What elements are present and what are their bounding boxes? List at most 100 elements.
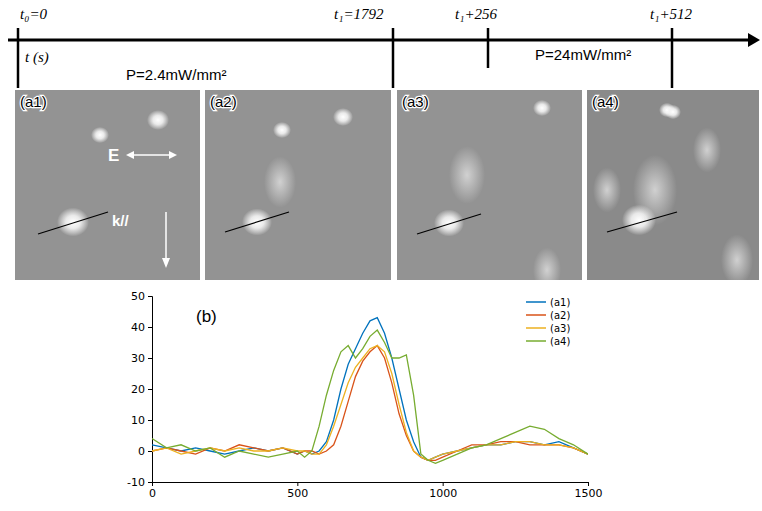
time-mark-label: t₁+256 bbox=[455, 6, 498, 22]
bright-spot bbox=[434, 210, 464, 237]
panel-label: (a3) bbox=[402, 93, 429, 110]
time-marker bbox=[392, 28, 395, 88]
legend-swatch bbox=[526, 327, 546, 329]
legend-label: (a4) bbox=[550, 336, 570, 347]
bright-spot bbox=[273, 122, 291, 138]
bright-spot bbox=[57, 208, 89, 237]
line-chart: 050010001500-1001020304050(b)(a1)(a2)(a3… bbox=[127, 290, 602, 500]
x-tick-label: 0 bbox=[149, 487, 156, 500]
image-panel: (a2) bbox=[205, 90, 391, 280]
y-tick-label: 10 bbox=[131, 414, 145, 427]
y-tick-mark bbox=[148, 327, 152, 328]
y-tick: 20 bbox=[131, 383, 152, 396]
panel-label: (a2) bbox=[210, 93, 237, 110]
diffuse-spot bbox=[533, 248, 561, 280]
series-line bbox=[152, 330, 588, 463]
time-mark-label: t₁+512 bbox=[650, 6, 693, 22]
x-tick-mark bbox=[297, 482, 298, 486]
y-tick-mark bbox=[148, 296, 152, 297]
x-tick: 0 bbox=[149, 482, 156, 500]
y-tick: 40 bbox=[131, 321, 152, 334]
legend-swatch bbox=[526, 314, 546, 316]
time-axis bbox=[8, 39, 752, 42]
image-panel: (a4) bbox=[587, 90, 759, 286]
figure: t₀=0 t₁=1792 t₁+256 t₁+512 t (s) P=2.4mW/mm² P… bbox=[0, 0, 762, 511]
y-tick-label: 40 bbox=[131, 321, 145, 334]
y-tick: 10 bbox=[131, 414, 152, 427]
profile-line bbox=[38, 212, 108, 234]
y-tick-mark bbox=[148, 482, 152, 483]
time-arrowhead bbox=[748, 33, 760, 47]
bright-spot bbox=[147, 110, 169, 130]
x-tick: 500 bbox=[287, 482, 308, 500]
image-panel: (a3) bbox=[397, 90, 582, 292]
x-axis-line bbox=[153, 483, 589, 487]
wavevector-arrowhead bbox=[162, 258, 170, 268]
panel-background bbox=[205, 90, 391, 280]
legend: (a1)(a2)(a3)(a4) bbox=[526, 297, 570, 347]
diffuse-spot bbox=[264, 156, 296, 207]
image-panel: (a1) bbox=[15, 90, 200, 280]
y-tick-label: 30 bbox=[131, 352, 145, 365]
profile-line bbox=[417, 214, 481, 234]
y-tick: 30 bbox=[131, 352, 152, 365]
x-tick: 1500 bbox=[575, 482, 603, 500]
legend-swatch bbox=[526, 340, 546, 342]
profile-line bbox=[607, 212, 677, 232]
y-tick-mark bbox=[148, 420, 152, 421]
panel-annotations: Ek// bbox=[108, 146, 177, 268]
x-tick-label: 1000 bbox=[429, 487, 457, 500]
x-tick-mark bbox=[443, 482, 444, 486]
power-label: P=24mW/mm² bbox=[535, 46, 631, 63]
y-tick: 0 bbox=[138, 445, 152, 458]
y-tick: -10 bbox=[127, 476, 152, 489]
panel-label: (a1) bbox=[20, 93, 47, 110]
diffuse-spot bbox=[721, 234, 753, 280]
y-axis-line bbox=[148, 297, 153, 483]
plot-lines bbox=[152, 318, 588, 464]
y-tick-mark bbox=[148, 389, 152, 390]
bright-spot bbox=[665, 105, 681, 119]
diffuse-spot bbox=[693, 128, 721, 173]
x-tick: 1000 bbox=[429, 482, 457, 500]
x-tick-label: 500 bbox=[287, 487, 308, 500]
x-tick-mark bbox=[588, 482, 589, 486]
y-tick-label: -10 bbox=[127, 476, 145, 489]
field-label: E bbox=[108, 146, 119, 165]
wavevector-label: k// bbox=[112, 212, 130, 229]
time-mark-label: t₀=0 bbox=[20, 6, 48, 22]
diffuse-spot bbox=[449, 146, 485, 204]
panel-background bbox=[15, 90, 200, 280]
series-line bbox=[152, 318, 588, 461]
field-arrowhead bbox=[126, 151, 177, 159]
x-axis: 0 500 1000 1500 bbox=[149, 482, 603, 500]
time-marker bbox=[487, 28, 490, 68]
y-tick: 50 bbox=[131, 290, 152, 303]
x-tick-label: 1500 bbox=[575, 487, 603, 500]
panel-label: (a4) bbox=[592, 93, 619, 110]
power-label: P=2.4mW/mm² bbox=[126, 66, 226, 83]
time-mark-label: t₁=1792 bbox=[334, 6, 384, 22]
bright-spot bbox=[533, 100, 551, 116]
time-marker bbox=[17, 28, 20, 88]
y-axis: -10 0 10 20 30 40 50 bbox=[127, 290, 152, 489]
series-line bbox=[152, 346, 588, 461]
y-tick-label: 50 bbox=[131, 290, 145, 303]
diffuse-spot bbox=[593, 168, 621, 213]
series-line bbox=[152, 346, 588, 461]
chart-panel-label: (b) bbox=[196, 307, 217, 326]
y-tick-label: 20 bbox=[131, 383, 145, 396]
bright-spot bbox=[333, 108, 353, 126]
wavevector-arrow bbox=[165, 212, 167, 262]
legend-swatch bbox=[526, 301, 546, 303]
legend-label: (a3) bbox=[550, 323, 570, 334]
diffuse-spot bbox=[633, 155, 677, 225]
y-tick-mark bbox=[148, 358, 152, 359]
legend-label: (a2) bbox=[550, 310, 570, 321]
bright-spot bbox=[91, 127, 109, 143]
y-tick-mark bbox=[148, 451, 152, 452]
time-axis-label: t (s) bbox=[25, 49, 49, 66]
y-tick-label: 0 bbox=[138, 445, 145, 458]
timeline: t₀=0 t₁=1792 t₁+256 t₁+512 t (s) P=2.4mW/mm² P… bbox=[8, 6, 760, 88]
profile-line bbox=[225, 212, 289, 232]
